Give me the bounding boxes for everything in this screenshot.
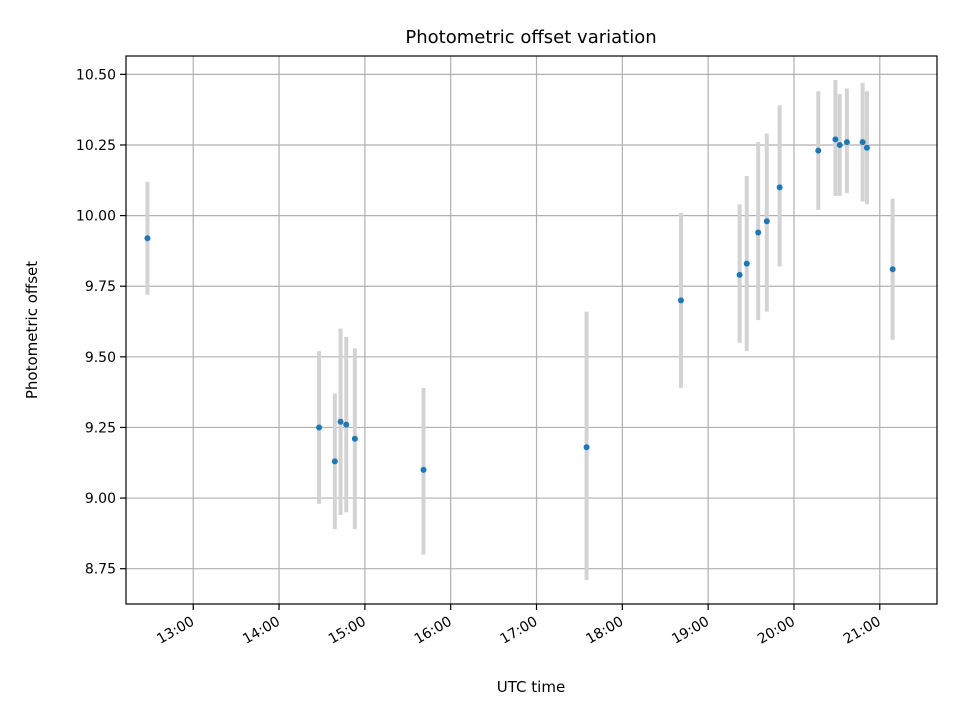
data-point (337, 418, 344, 425)
data-point (351, 435, 358, 442)
data-point (815, 147, 822, 154)
y-tick-label: 9.75 (85, 279, 116, 295)
x-tick-label: 15:00 (326, 614, 369, 648)
data-point (736, 271, 743, 278)
data-point (843, 139, 850, 146)
x-tick-label: 13:00 (154, 614, 197, 648)
x-tick-label: 16:00 (412, 614, 455, 648)
data-point (144, 235, 151, 242)
data-point (836, 141, 843, 148)
y-tick-label: 9.25 (85, 420, 116, 436)
y-tick-label: 10.50 (76, 67, 116, 83)
data-point (343, 421, 350, 428)
data-point (763, 218, 770, 225)
plot-area-frame (125, 55, 938, 605)
data-point (863, 144, 870, 151)
data-points (144, 136, 896, 473)
data-point (859, 139, 866, 146)
x-tick-label: 17:00 (498, 614, 541, 648)
chart-title: Photometric offset variation (405, 27, 656, 48)
data-point (583, 444, 590, 451)
data-point (420, 466, 427, 473)
x-tick-label: 20:00 (755, 614, 798, 648)
data-point (743, 260, 750, 267)
data-point (776, 184, 783, 191)
y-tick-label: 10.25 (76, 138, 116, 154)
x-tick-label: 18:00 (583, 614, 626, 648)
y-axis-ticks: 8.75 9.00 9.25 9.50 9.75 10.00 10.25 10.50 (76, 67, 126, 578)
data-point (316, 424, 323, 431)
y-tick-label: 9.50 (85, 350, 116, 366)
y-tick-label: 8.75 (85, 562, 116, 578)
data-point (889, 266, 896, 273)
x-tick-label: 14:00 (240, 614, 283, 648)
data-point (755, 229, 762, 236)
y-tick-label: 9.00 (85, 491, 116, 507)
data-point (832, 136, 839, 143)
data-point (331, 458, 338, 465)
x-axis-title: UTC time (497, 678, 565, 696)
x-tick-label: 19:00 (669, 614, 712, 648)
x-tick-label: 21:00 (841, 614, 884, 648)
y-axis-title: Photometric offset (23, 261, 41, 399)
grid (126, 56, 937, 604)
error-bars (145, 80, 895, 580)
y-tick-label: 10.00 (76, 209, 116, 225)
data-point (677, 297, 684, 304)
x-axis-ticks: 13:00 14:00 15:00 16:00 17:00 18:00 19:00 20:00… (154, 604, 884, 648)
